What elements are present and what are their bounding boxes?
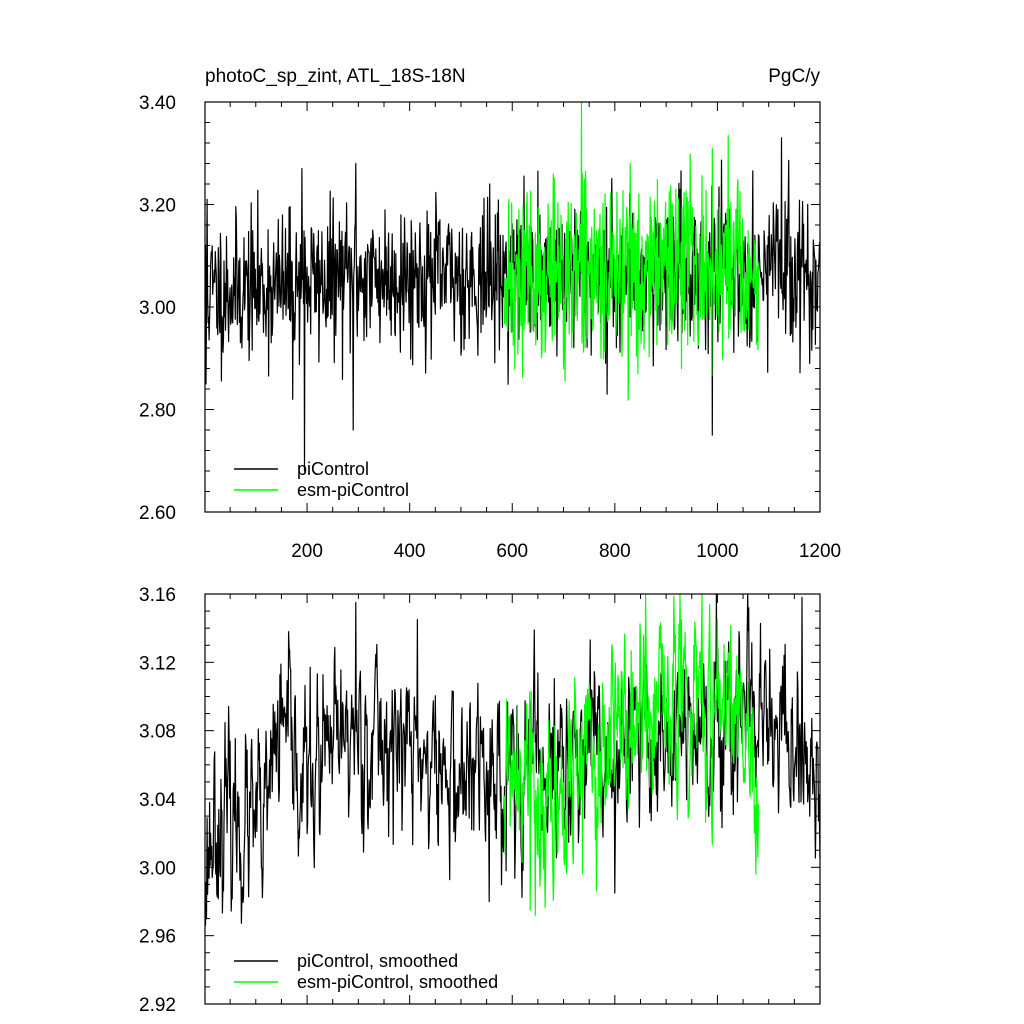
- x-tick-label: 200: [291, 541, 323, 562]
- x-tick-label: 800: [599, 541, 631, 562]
- bottom-plot-area: 2.92 2.96 3.00 3.04 3.08 3.12 3.16: [139, 585, 821, 1016]
- top-title-units: PgC/y: [768, 66, 820, 87]
- top-panel: photoC_sp_zint, ATL_18S-18N PgC/y 200 400…: [139, 66, 841, 562]
- series-line-esm-picontrol-smoothed: [503, 593, 759, 916]
- y-tick-label: 2.80: [139, 401, 176, 422]
- x-tick-label: 1000: [696, 541, 738, 562]
- bottom-legend: piControl, smoothed esm-piControl, smoot…: [234, 951, 498, 992]
- y-tick-label: 3.16: [139, 585, 176, 606]
- series-line-esm-picontrol: [503, 101, 759, 401]
- top-legend: piControl esm-piControl: [234, 459, 409, 500]
- y-tick-label: 3.04: [139, 790, 176, 811]
- series-line-picontrol-smoothed: [204, 593, 821, 926]
- legend-label-piControl-smoothed: piControl, smoothed: [297, 951, 458, 971]
- y-tick-label: 3.40: [139, 93, 176, 114]
- y-tick-label: 3.20: [139, 196, 176, 217]
- legend-label-piControl: piControl: [297, 459, 369, 479]
- top-title-left: photoC_sp_zint, ATL_18S-18N: [205, 66, 466, 87]
- y-tick-label: 2.92: [139, 995, 176, 1016]
- legend-label-esm-piControl-smoothed: esm-piControl, smoothed: [297, 972, 498, 992]
- legend-label-esm-piControl: esm-piControl: [297, 480, 409, 500]
- x-tick-label: 400: [394, 541, 426, 562]
- bottom-panel: 2.92 2.96 3.00 3.04 3.08 3.12 3.16 piControl, …: [139, 585, 821, 1016]
- y-tick-label: 2.96: [139, 927, 176, 948]
- y-tick-label: 2.60: [139, 503, 176, 524]
- y-tick-label: 3.12: [139, 653, 176, 674]
- top-plot-area: 200 400 600 800 1000 1200 2.60 2.80 3.00 3.20 3.40: [139, 93, 841, 562]
- y-tick-label: 3.00: [139, 858, 176, 879]
- x-tick-label: 1200: [799, 541, 841, 562]
- y-tick-label: 3.08: [139, 722, 176, 743]
- x-tick-label: 600: [496, 541, 528, 562]
- y-tick-label: 3.00: [139, 298, 176, 319]
